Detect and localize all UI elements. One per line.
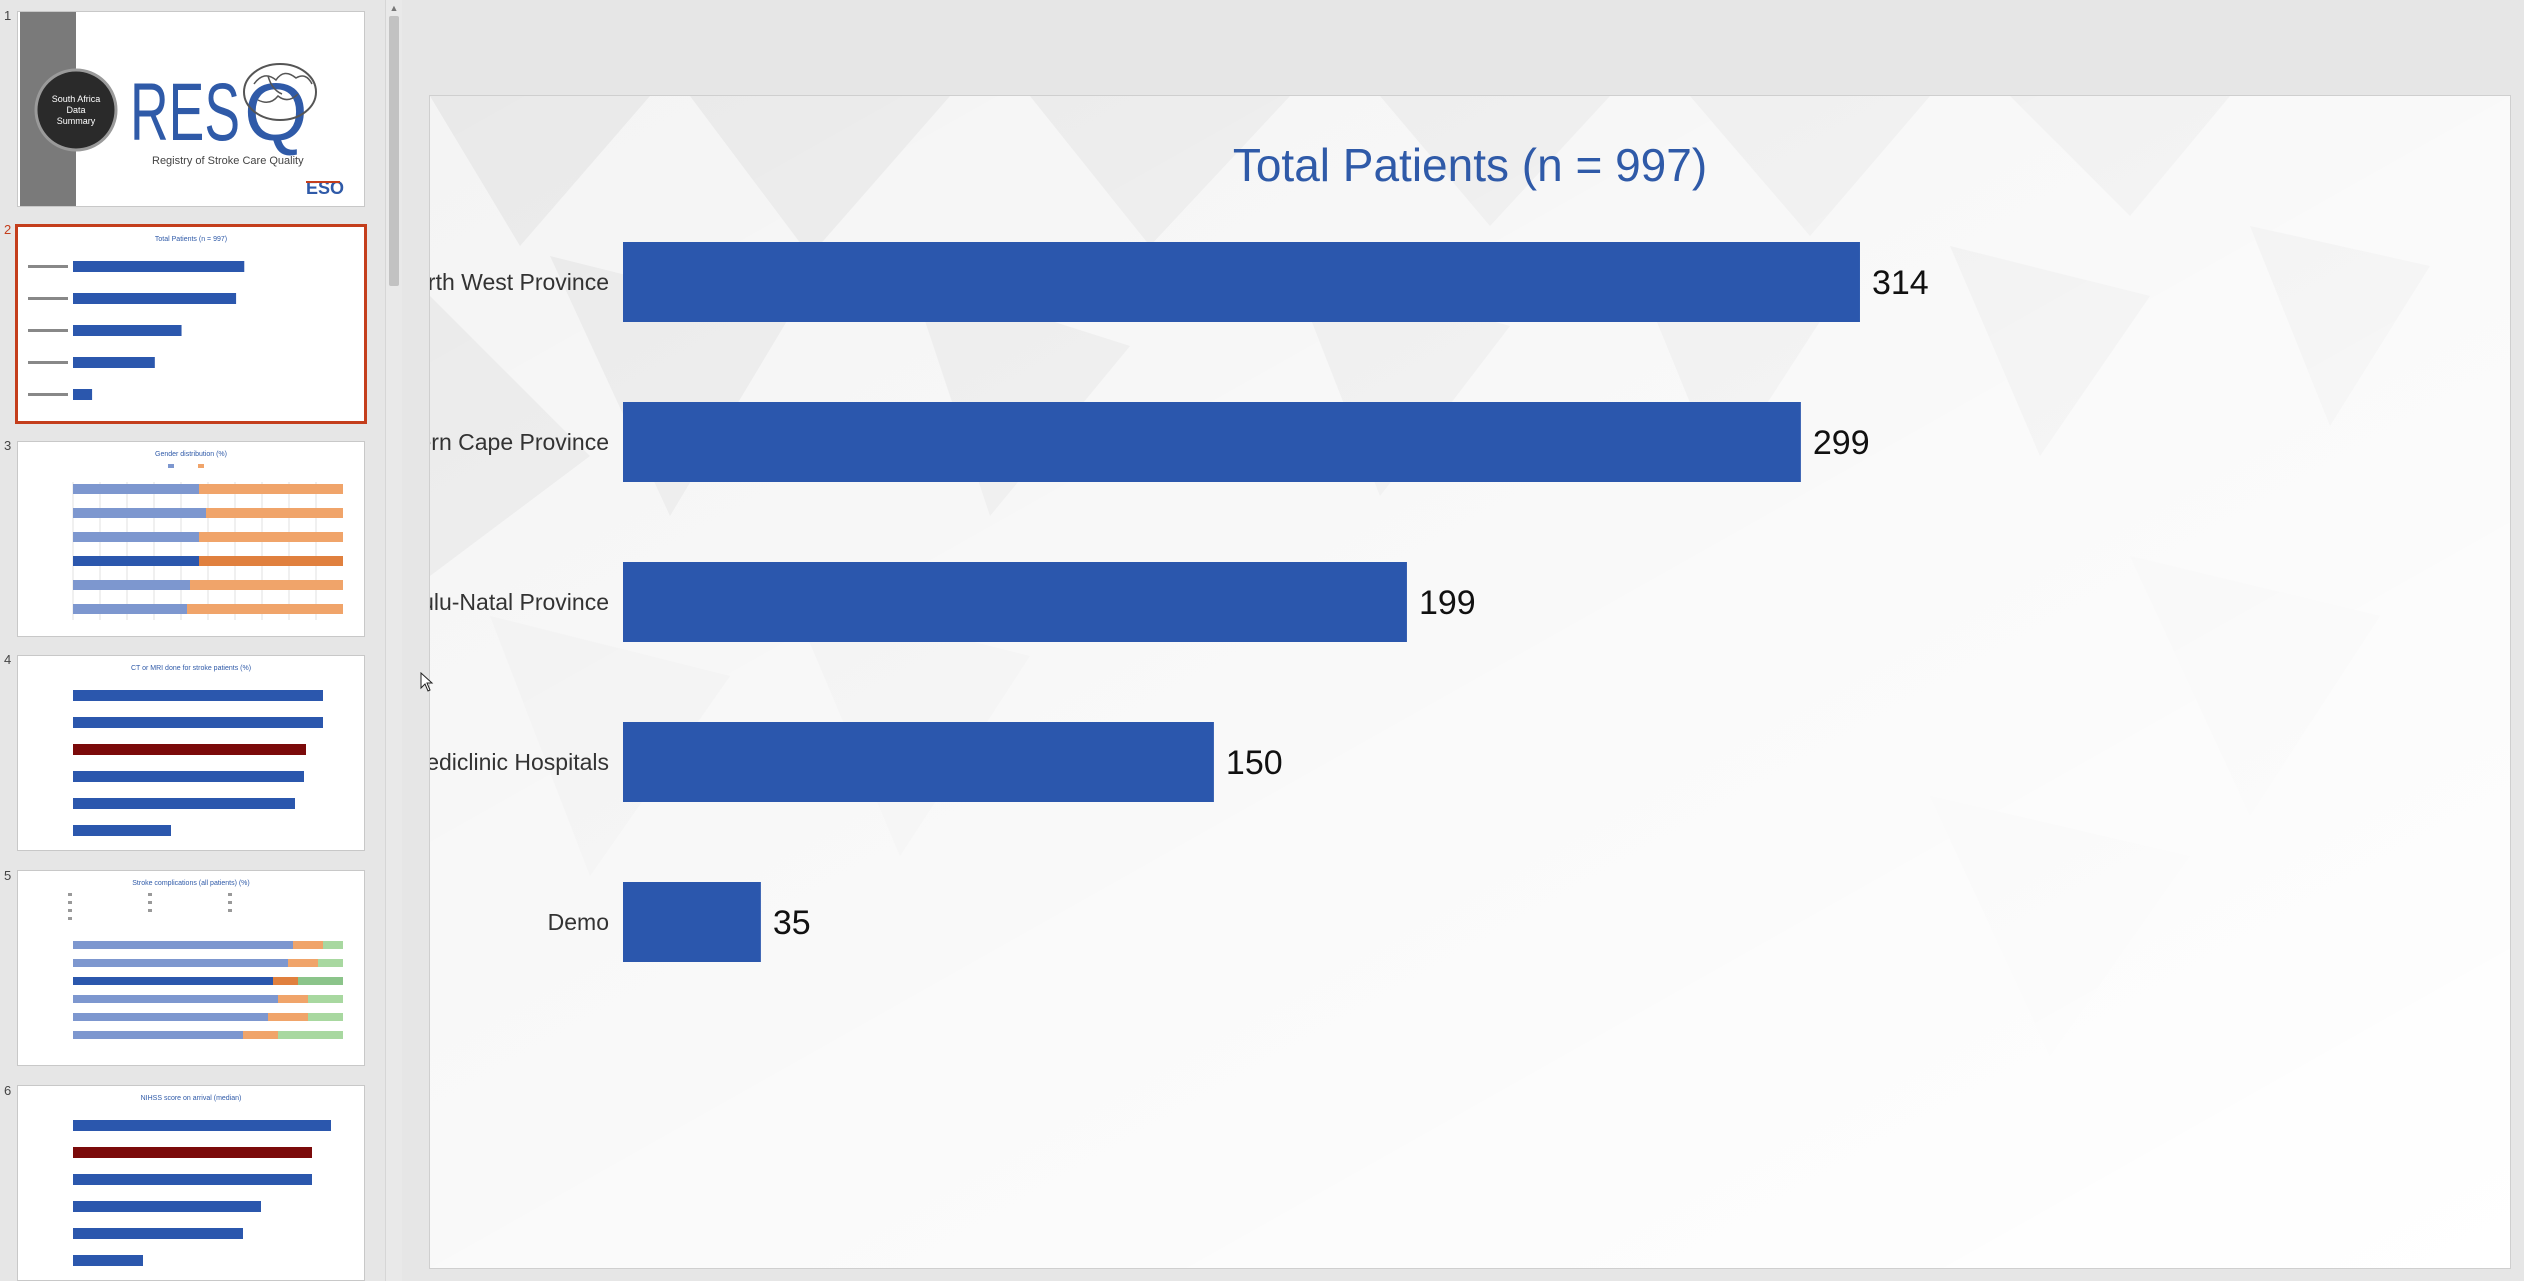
thumbnail-number: 5 [4, 868, 12, 883]
svg-text:Data: Data [66, 105, 85, 115]
bar[interactable] [623, 402, 1801, 482]
thumbnail-title: Stroke complications (all patients) (%) [132, 880, 250, 887]
thumbnail-category-line [28, 393, 68, 396]
data-label: 150 [1226, 744, 1283, 782]
thumbnail-bar [73, 389, 93, 400]
thumbnail-bar [73, 261, 245, 272]
thumbnail-number: 3 [4, 438, 12, 453]
thumbnail-number: 2 [4, 222, 12, 237]
thumbnail-number: 6 [4, 1083, 12, 1098]
category-label: Eastern Cape Province [430, 429, 609, 455]
category-label: North West Province [430, 269, 609, 295]
mouse-cursor-icon [420, 672, 434, 692]
thumbnail-title: Gender distribution (%) [155, 451, 227, 458]
slide-thumbnail-2[interactable]: Total Patients (n = 997) [18, 227, 364, 421]
thumbnail-title: Total Patients (n = 997) [155, 236, 227, 243]
bar[interactable] [623, 242, 1860, 322]
thumbnail-number: 1 [4, 8, 12, 23]
svg-text:Registry of Stroke Care Qualit: Registry of Stroke Care Quality [152, 155, 304, 167]
slide-thumbnail-6[interactable]: NIHSS score on arrival (median) [18, 1086, 364, 1280]
category-label: KwaZulu-Natal Province [430, 589, 609, 615]
thumbnail-bar [73, 357, 155, 368]
thumbnail-scrollbar[interactable]: ▲ [385, 0, 402, 1281]
thumbnail-bar [73, 325, 182, 336]
svg-text:South Africa: South Africa [52, 94, 101, 104]
category-label: Mediclinic Hospitals [430, 749, 609, 775]
thumbnail-category-line [28, 361, 68, 364]
thumbnail-title: NIHSS score on arrival (median) [141, 1095, 242, 1102]
svg-text:RES: RES [130, 67, 240, 158]
thumbnail-bar [73, 293, 237, 304]
slide-thumbnail-pane: 1 South Africa Data Summary RES Q Regist… [0, 0, 385, 1281]
scroll-up-arrow-icon[interactable]: ▲ [389, 3, 399, 13]
bar[interactable] [623, 562, 1407, 642]
data-label: 299 [1813, 424, 1870, 462]
thumbnail-category-line [28, 329, 68, 332]
data-label: 35 [773, 904, 811, 942]
data-label: 314 [1872, 264, 1929, 302]
slide-title[interactable]: Total Patients (n = 997) [1232, 139, 1708, 191]
slide-thumbnail-5[interactable]: Stroke complications (all patients) (%) [18, 871, 364, 1065]
bar[interactable] [623, 882, 761, 962]
bar[interactable] [623, 722, 1214, 802]
slide-canvas[interactable]: Total Patients (n = 997) North West Prov… [430, 96, 2510, 1268]
slide-thumbnail-1[interactable]: South Africa Data Summary RES Q Registry… [18, 12, 364, 206]
bar-chart[interactable]: North West Province 314 Eastern Cape Provi… [430, 96, 2510, 1268]
scrollbar-thumb[interactable] [389, 16, 399, 286]
slide-thumbnail-4[interactable]: CT or MRI done for stroke patients (%) [18, 656, 364, 850]
thumbnail-chart: Total Patients (n = 997) [28, 236, 245, 400]
data-label: 199 [1419, 584, 1476, 622]
thumbnail-number: 4 [4, 652, 12, 667]
category-label: Demo [548, 909, 609, 935]
slide-thumbnail-3[interactable]: Gender distribution (%) [18, 442, 364, 636]
thumbnail-category-line [28, 265, 68, 268]
thumbnail-category-line [28, 297, 68, 300]
thumbnail-title: CT or MRI done for stroke patients (%) [131, 665, 251, 672]
svg-text:Summary: Summary [57, 116, 96, 126]
